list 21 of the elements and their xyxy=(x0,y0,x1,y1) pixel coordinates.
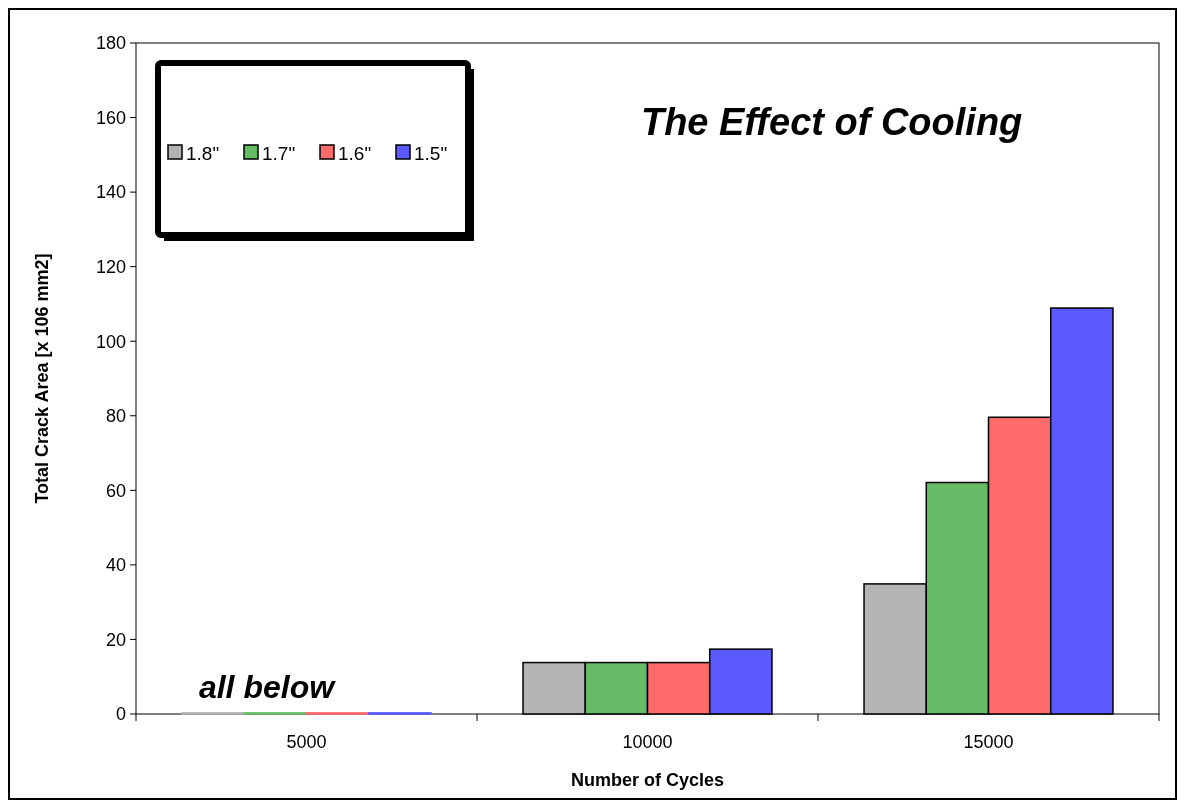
y-tick-label: 40 xyxy=(105,555,126,576)
y-tick-label: 160 xyxy=(95,107,126,128)
y-tick-label: 80 xyxy=(105,406,126,427)
legend-label: 1.8" xyxy=(186,142,220,164)
legend-label: 1.6" xyxy=(338,142,372,164)
y-tick-label: 60 xyxy=(105,480,126,501)
x-tick-label: 10000 xyxy=(622,732,673,752)
x-tick-label: 5000 xyxy=(286,732,327,752)
y-tick-label: 120 xyxy=(95,256,126,277)
legend-label: 1.5" xyxy=(414,142,448,164)
x-tick-label: 15000 xyxy=(963,732,1014,752)
y-tick-label: 180 xyxy=(95,33,126,54)
x-axis-title: Number of Cycles xyxy=(570,770,725,790)
text: The Effect of Cooling xyxy=(640,101,1023,143)
y-tick-label: 100 xyxy=(95,331,126,352)
y-tick-label: 0 xyxy=(115,704,126,725)
y-axis-title: Total Crack Area [x 106 mm2] xyxy=(32,253,52,504)
annotation: all below xyxy=(198,669,337,705)
y-tick-label: 140 xyxy=(95,182,126,203)
y-tick-label: 20 xyxy=(105,629,126,650)
legend-label: 1.7" xyxy=(262,142,296,164)
